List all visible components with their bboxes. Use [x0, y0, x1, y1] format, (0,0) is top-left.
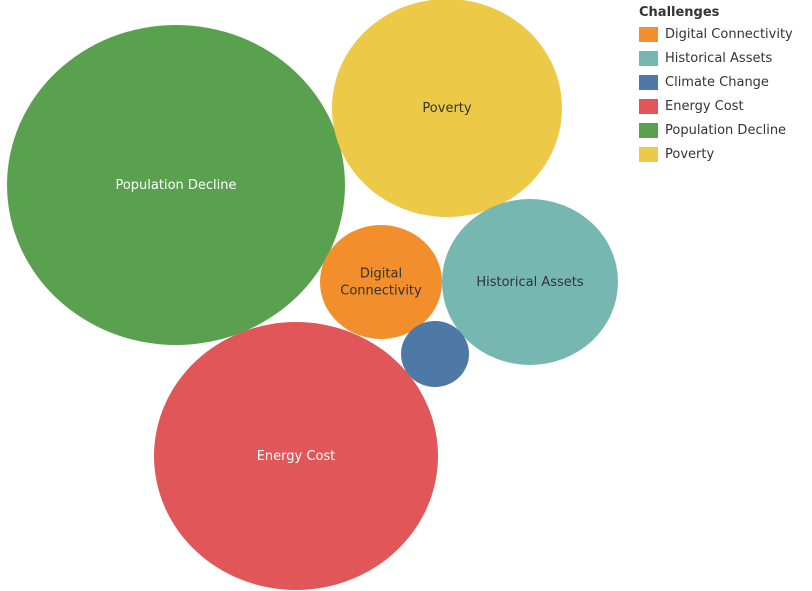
- legend-swatch: [639, 98, 658, 114]
- legend: Challenges Digital Connectivity Historica…: [639, 4, 812, 166]
- bubble-label-poverty: Poverty: [422, 101, 471, 116]
- bubble-shape-digital-connectivity[interactable]: [320, 225, 442, 339]
- legend-swatch: [639, 26, 658, 42]
- bubble-climate-change[interactable]: [401, 321, 469, 387]
- legend-item-poverty[interactable]: Poverty: [639, 142, 812, 166]
- bubble-label-digital-connectivity: Digital Connectivity: [340, 267, 422, 299]
- legend-swatch: [639, 146, 658, 162]
- bubble-label-energy-cost: Energy Cost: [257, 449, 336, 464]
- bubble-digital-connectivity[interactable]: Digital Connectivity: [320, 225, 442, 339]
- legend-item-population-decline[interactable]: Population Decline: [639, 118, 812, 142]
- legend-item-digital-connectivity[interactable]: Digital Connectivity: [639, 22, 812, 46]
- legend-swatch: [639, 50, 658, 66]
- legend-swatch: [639, 74, 658, 90]
- bubble-poverty[interactable]: Poverty: [332, 0, 562, 217]
- legend-label: Historical Assets: [665, 50, 773, 66]
- legend-item-historical-assets[interactable]: Historical Assets: [639, 46, 812, 70]
- legend-label: Energy Cost: [665, 98, 744, 114]
- bubble-shape-historical-assets[interactable]: [442, 199, 618, 365]
- legend-item-climate-change[interactable]: Climate Change: [639, 70, 812, 94]
- bubble-label-historical-assets: Historical Assets: [476, 275, 584, 290]
- bubble-shape-population-decline[interactable]: [7, 25, 345, 345]
- legend-swatch: [639, 122, 658, 138]
- bubble-label-population-decline: Population Decline: [115, 178, 236, 193]
- legend-title: Challenges: [639, 5, 720, 20]
- legend-label: Population Decline: [665, 122, 787, 138]
- legend-label: Climate Change: [665, 74, 769, 90]
- bubble-population-decline[interactable]: Population Decline: [7, 25, 345, 345]
- bubble-energy-cost[interactable]: Energy Cost: [154, 322, 438, 590]
- legend-label: Digital Connectivity: [665, 26, 793, 42]
- bubble-historical-assets[interactable]: Historical Assets: [442, 199, 618, 365]
- bubble-shape-poverty[interactable]: [332, 0, 562, 217]
- legend-item-energy-cost[interactable]: Energy Cost: [639, 94, 812, 118]
- bubble-shape-climate-change[interactable]: [401, 321, 469, 387]
- legend-label: Poverty: [665, 146, 715, 162]
- bubble-shape-energy-cost[interactable]: [154, 322, 438, 590]
